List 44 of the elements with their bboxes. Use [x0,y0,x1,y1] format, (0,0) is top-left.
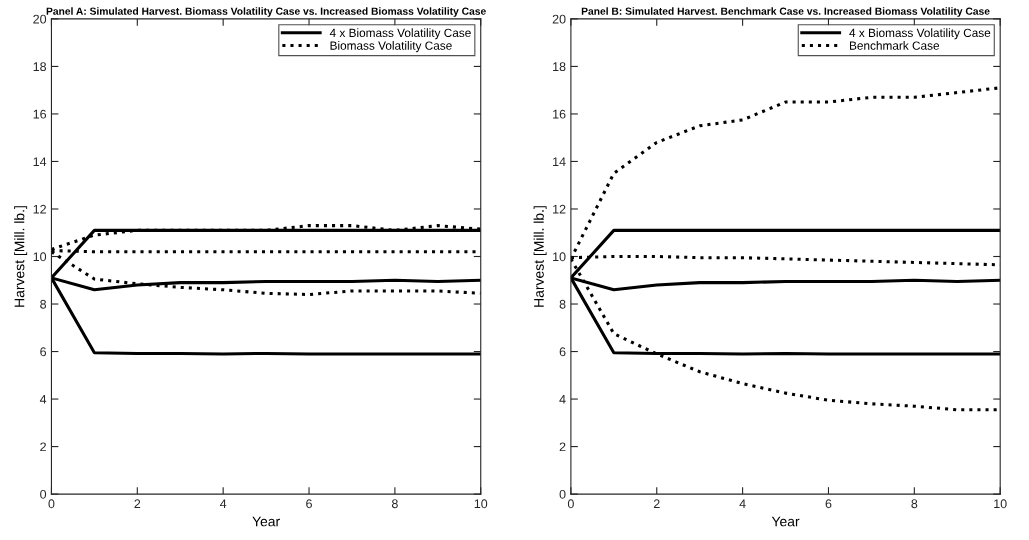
y-tick-label: 8 [559,299,566,309]
y-tick-label: 14 [33,157,47,166]
x-tick-label: 6 [306,499,312,509]
legend-label: 4 x Biomass Volatility Case [849,28,991,40]
y-tick-label: 20 [552,14,566,24]
x-tick-label: 10 [474,499,488,509]
x-tick-label: 8 [391,499,398,509]
legend-label: Benchmark Case [849,41,940,50]
y-tick-label: 6 [40,347,47,357]
y-tick-label: 14 [553,157,566,166]
chart-title: Panel A: Simulated Harvest. Biomass Volatility Case vs. Increased Biomass Volatility Case [46,7,486,17]
y-tick-label: 0 [559,489,566,499]
y-tick-label: 10 [33,252,47,262]
x-axis-title: Year [771,516,800,527]
y-tick-label: 2 [40,442,46,452]
y-tick-label: 20 [33,14,47,24]
x-tick-label: 2 [134,499,141,509]
y-axis-title: Harvest [Mill. lb.] [14,206,28,307]
y-axis-title: Harvest [Mill. lb.] [533,206,547,307]
x-tick-label: 10 [994,499,1007,509]
y-tick-label: 12 [553,204,566,214]
x-tick-label: 2 [653,499,660,509]
y-tick-label: 6 [559,347,566,357]
legend-label: Biomass Volatility Case [330,41,452,53]
y-tick-label: 0 [40,489,47,499]
y-tick-label: 10 [553,252,566,262]
x-tick-label: 0 [567,499,574,509]
y-tick-label: 16 [553,109,566,119]
y-tick-label: 18 [553,62,566,72]
x-tick-label: 4 [219,499,227,509]
y-tick-label: 16 [33,109,47,119]
y-tick-label: 4 [39,394,47,404]
y-tick-label: 2 [559,442,566,452]
x-tick-label: 0 [48,499,55,509]
x-tick-label: 6 [825,499,832,509]
legend-label: 4 x Biomass Volatility Case [329,28,471,40]
x-axis-title: Year [252,516,280,527]
y-tick-label: 4 [559,394,566,404]
chart-title: Panel B: Simulated Harvest. Benchmark Case vs. Increased Biomass Volatility Case [581,7,990,17]
x-tick-label: 8 [911,499,918,509]
y-tick-label: 12 [33,204,46,214]
y-tick-label: 8 [40,299,47,309]
x-tick-label: 4 [739,499,746,509]
y-tick-label: 18 [33,62,47,72]
